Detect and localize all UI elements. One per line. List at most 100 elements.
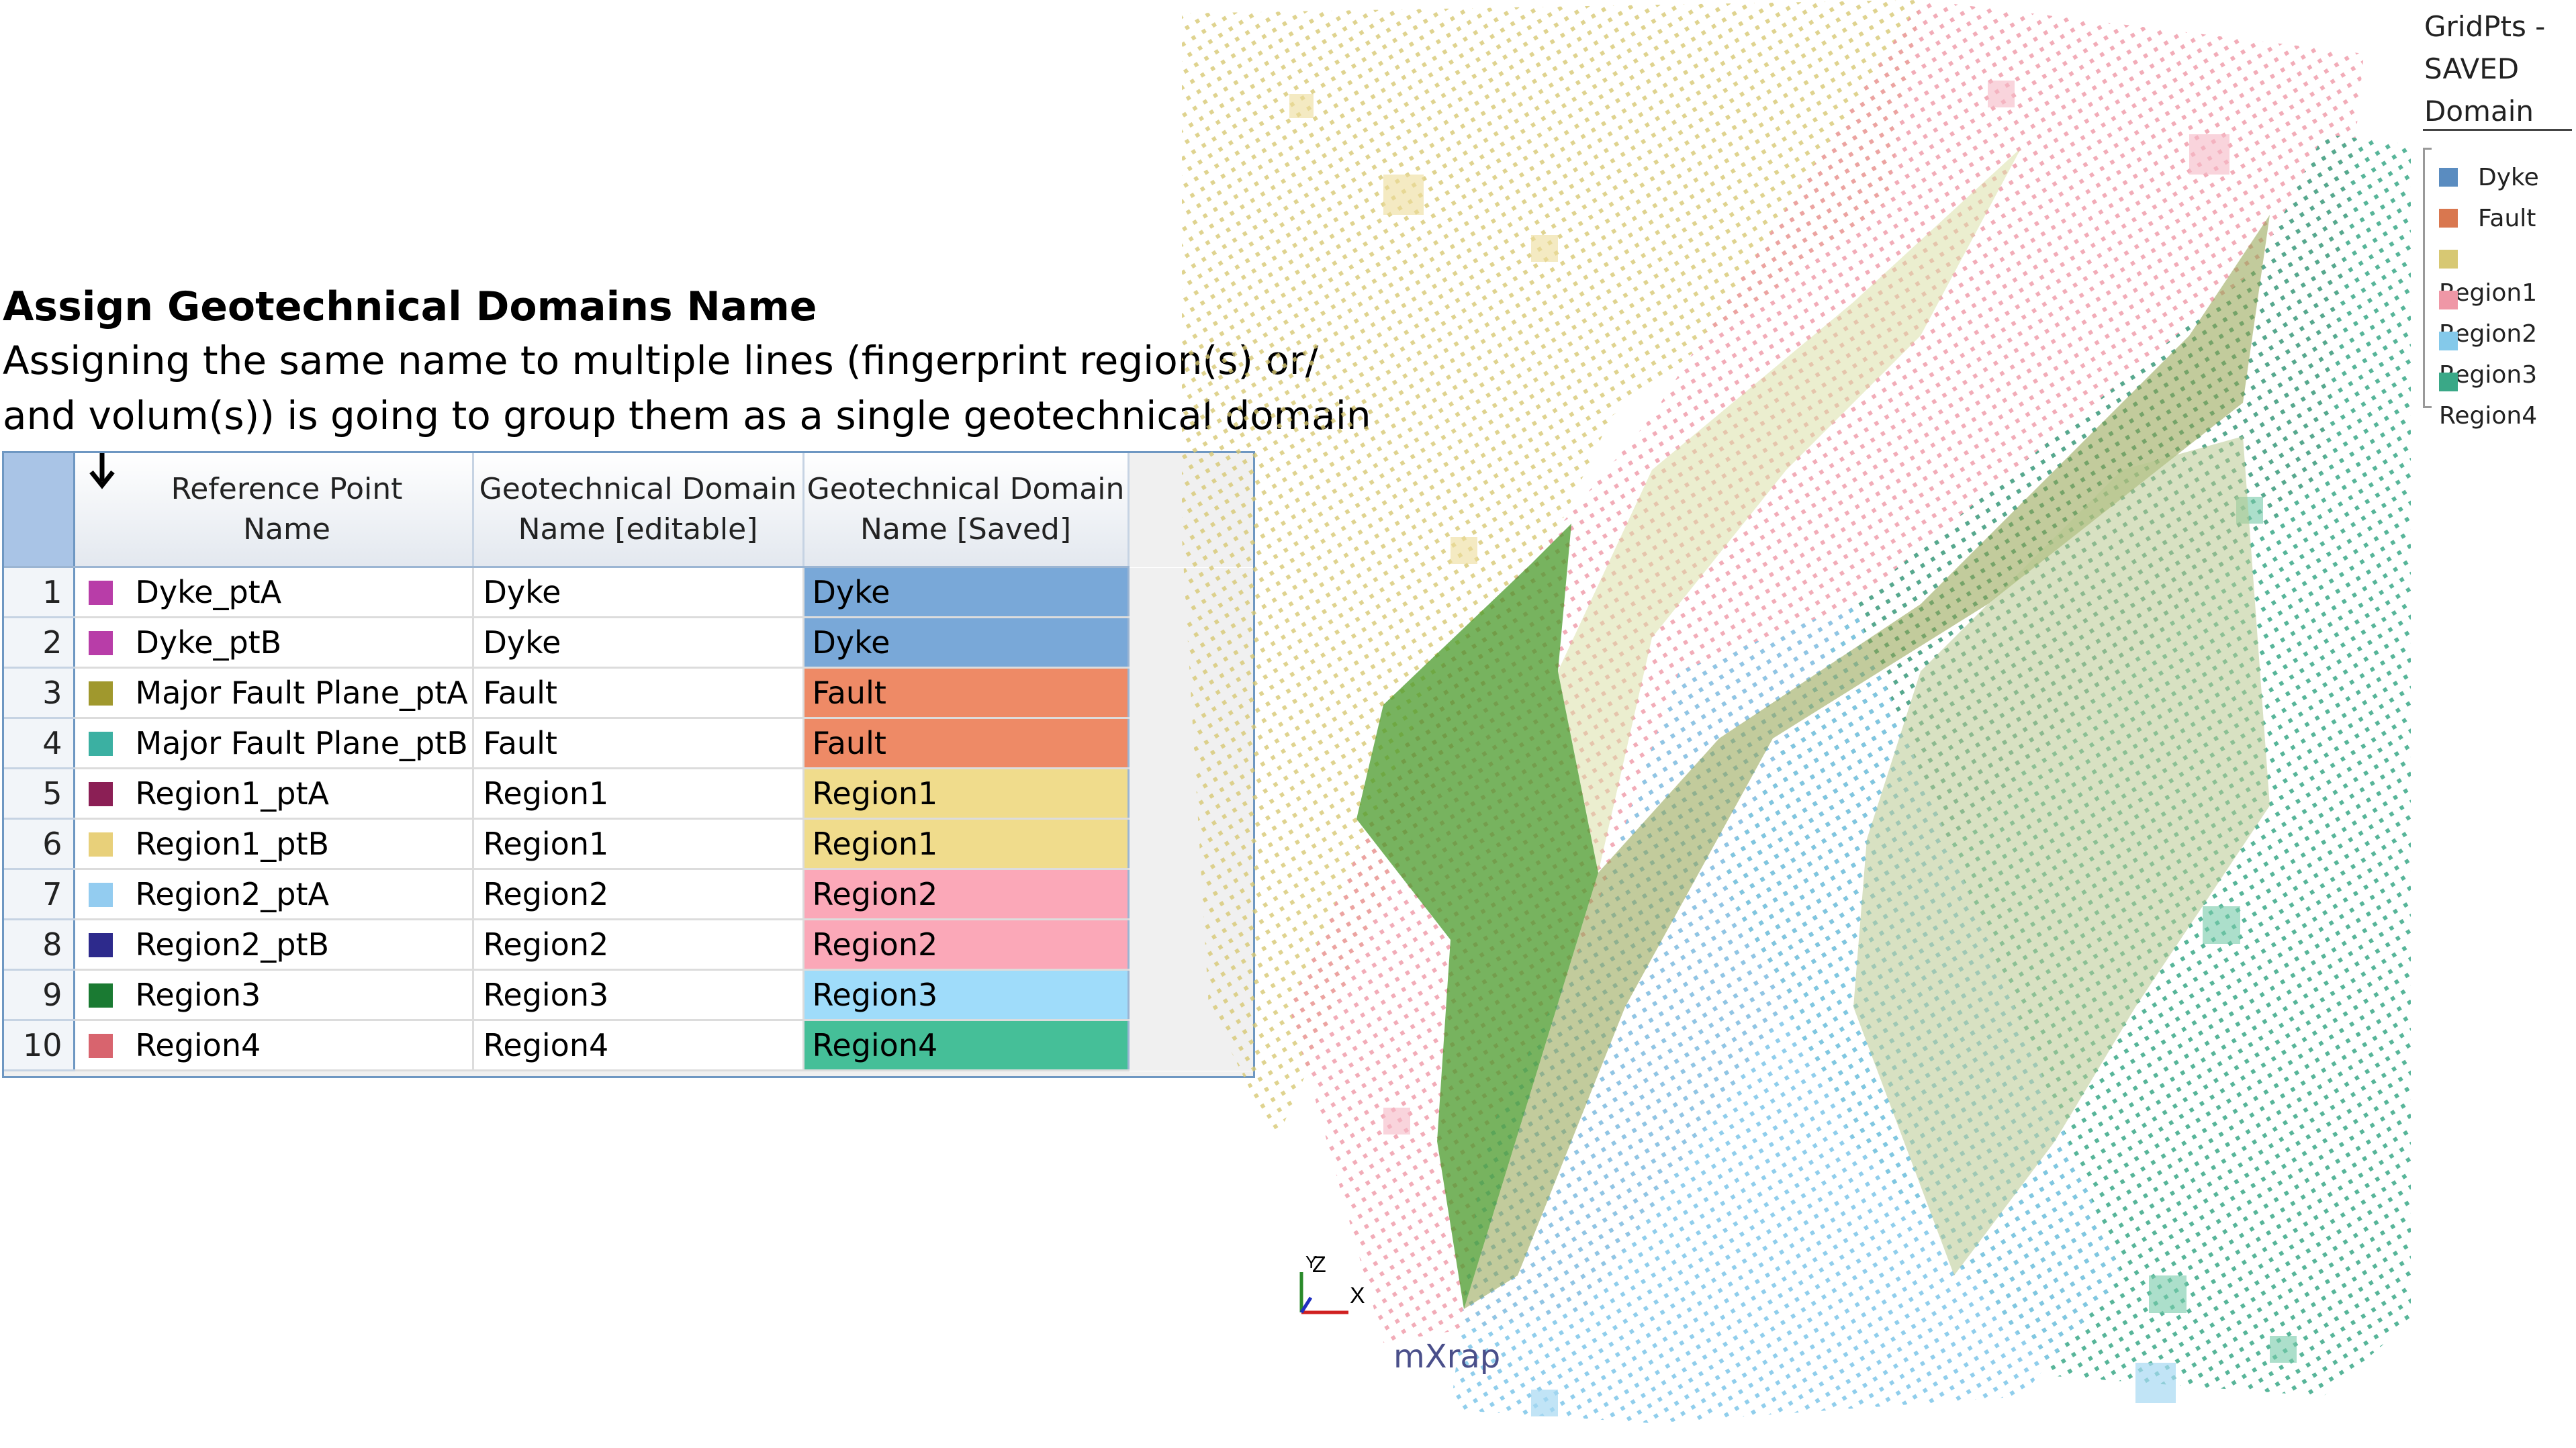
table-row[interactable]: 10 Region4 Region4 Region4 xyxy=(4,1020,1253,1071)
reference-color-swatch xyxy=(88,782,113,806)
row-number[interactable]: 7 xyxy=(4,869,75,920)
row-number[interactable]: 1 xyxy=(4,568,75,618)
row-number[interactable]: 6 xyxy=(4,818,75,870)
table-row[interactable]: 5 Region1_ptA Region1 Region1 xyxy=(4,768,1253,820)
domain-saved-cell[interactable]: Region2 xyxy=(803,919,1130,971)
domain-editable-cell[interactable]: Fault xyxy=(473,667,804,719)
table-row[interactable]: 1 Dyke_ptA Dyke Dyke xyxy=(4,568,1253,618)
axis-gizmo: Z Y X xyxy=(1299,1252,1365,1314)
domain-saved-cell[interactable]: Region4 xyxy=(803,1020,1130,1071)
axis-z-label: Z xyxy=(1312,1252,1326,1277)
legend-title: GridPts - SAVED Domain xyxy=(2424,5,2576,132)
3d-scene-viewport[interactable] xyxy=(1182,0,2411,1448)
domain-editable-cell[interactable]: Region3 xyxy=(473,969,804,1021)
reference-color-swatch xyxy=(88,883,113,907)
row-number[interactable]: 8 xyxy=(4,919,75,971)
reference-point-cell[interactable]: Region2_ptA xyxy=(74,869,474,920)
reference-point-cell[interactable]: Major Fault Plane_ptB xyxy=(74,718,474,769)
legend-label: Fault xyxy=(2478,205,2536,232)
legend-item: Region2 xyxy=(2439,284,2576,348)
column-header-saved-line1: Geotechnical Domain xyxy=(807,472,1125,506)
table-row[interactable]: 4 Major Fault Plane_ptB Fault Fault xyxy=(4,718,1253,769)
reference-point-name: Region4 xyxy=(135,1027,261,1063)
row-number[interactable]: 4 xyxy=(4,718,75,769)
row-number[interactable]: 5 xyxy=(4,768,75,820)
table-row[interactable]: 9 Region3 Region3 Region3 xyxy=(4,969,1253,1021)
domain-saved-cell[interactable]: Dyke xyxy=(803,617,1130,669)
reference-point-cell[interactable]: Region2_ptB xyxy=(74,919,474,971)
reference-point-name: Region1_ptA xyxy=(135,775,329,812)
panel-heading: Assign Geotechnical Domains Name Assigni… xyxy=(3,281,1371,443)
domain-editable-cell[interactable]: Region4 xyxy=(473,1020,804,1071)
column-header-domain-editable[interactable]: Geotechnical Domain Name [editable] xyxy=(473,453,804,568)
legend-swatch xyxy=(2439,168,2458,187)
reference-point-name: Region1_ptB xyxy=(135,826,330,862)
column-header-domain-saved[interactable]: Geotechnical Domain Name [Saved] xyxy=(803,453,1130,568)
column-header-editable-line1: Geotechnical Domain xyxy=(479,472,797,506)
domain-editable-cell[interactable]: Dyke xyxy=(473,568,804,618)
domain-saved-cell[interactable]: Fault xyxy=(803,718,1130,769)
legend-title-line1: GridPts - xyxy=(2424,10,2546,43)
reference-point-name: Dyke_ptB xyxy=(135,624,282,661)
column-header-saved-line2: Name [Saved] xyxy=(860,512,1072,546)
legend-bracket xyxy=(2423,148,2432,408)
domain-saved-cell[interactable]: Fault xyxy=(803,667,1130,719)
reference-point-name: Major Fault Plane_ptA xyxy=(135,675,468,711)
column-header-reference-point[interactable]: Reference Point Name xyxy=(74,450,474,568)
reference-point-cell[interactable]: Major Fault Plane_ptA xyxy=(74,667,474,719)
row-number[interactable]: 9 xyxy=(4,969,75,1021)
domain-saved-cell[interactable]: Region2 xyxy=(803,869,1130,920)
domain-saved-cell[interactable]: Region3 xyxy=(803,969,1130,1021)
reference-point-name: Dyke_ptA xyxy=(135,574,282,610)
reference-color-swatch xyxy=(88,581,113,605)
domain-saved-cell[interactable]: Region1 xyxy=(803,818,1130,870)
legend-item: Region1 xyxy=(2439,243,2576,307)
reference-point-cell[interactable]: Region4 xyxy=(74,1020,474,1071)
legend-swatch xyxy=(2439,373,2458,391)
domain-editable-cell[interactable]: Dyke xyxy=(473,617,804,669)
table-row[interactable]: 7 Region2_ptA Region2 Region2 xyxy=(4,869,1253,920)
table-row[interactable]: 2 Dyke_ptB Dyke Dyke xyxy=(4,617,1253,669)
reference-point-name: Major Fault Plane_ptB xyxy=(135,725,468,761)
reference-color-swatch xyxy=(88,933,113,957)
reference-point-cell[interactable]: Region1_ptB xyxy=(74,818,474,870)
reference-point-cell[interactable]: Dyke_ptA xyxy=(74,568,474,618)
legend-title-underline xyxy=(2423,129,2572,131)
table-row[interactable]: 6 Region1_ptB Region1 Region1 xyxy=(4,818,1253,870)
domain-editable-cell[interactable]: Region2 xyxy=(473,919,804,971)
legend-title-line2: SAVED xyxy=(2424,52,2520,85)
reference-point-name: Region3 xyxy=(135,977,261,1013)
domain-editable-cell[interactable]: Fault xyxy=(473,718,804,769)
panel-description-line2: and volum(s)) is going to group them as … xyxy=(3,393,1371,438)
legend-swatch xyxy=(2439,291,2458,309)
row-number[interactable]: 3 xyxy=(4,667,75,719)
domain-editable-cell[interactable]: Region2 xyxy=(473,869,804,920)
row-number[interactable]: 10 xyxy=(4,1020,75,1071)
table-row[interactable]: 8 Region2_ptB Region2 Region2 xyxy=(4,919,1253,971)
domain-saved-cell[interactable]: Region1 xyxy=(803,768,1130,820)
domain-grid[interactable]: Reference Point Name Geotechnical Domain… xyxy=(2,451,1255,1078)
reference-point-name: Region2_ptB xyxy=(135,926,330,963)
surface-fault xyxy=(1464,215,2270,1309)
grid-corner-cell[interactable] xyxy=(4,453,75,568)
reference-point-cell[interactable]: Dyke_ptB xyxy=(74,617,474,669)
table-row[interactable]: 3 Major Fault Plane_ptA Fault Fault xyxy=(4,667,1253,719)
axis-y-label: Y xyxy=(1305,1252,1317,1272)
axis-x-label: X xyxy=(1350,1283,1365,1308)
domain-editable-cell[interactable]: Region1 xyxy=(473,818,804,870)
reference-color-swatch xyxy=(88,1034,113,1058)
legend-swatch xyxy=(2439,332,2458,350)
legend-label: Dyke xyxy=(2478,164,2539,191)
row-number[interactable]: 2 xyxy=(4,617,75,669)
surface-region4-shell xyxy=(1853,436,2270,1275)
reference-color-swatch xyxy=(88,832,113,857)
domain-saved-cell[interactable]: Dyke xyxy=(803,568,1130,618)
reference-color-swatch xyxy=(88,631,113,655)
reference-color-swatch xyxy=(88,983,113,1008)
reference-point-cell[interactable]: Region1_ptA xyxy=(74,768,474,820)
legend-title-line3: Domain xyxy=(2424,95,2534,128)
domain-editable-cell[interactable]: Region1 xyxy=(473,768,804,820)
column-header-reference-line1: Reference Point xyxy=(171,472,403,506)
down-arrow-icon xyxy=(87,450,117,501)
reference-point-cell[interactable]: Region3 xyxy=(74,969,474,1021)
